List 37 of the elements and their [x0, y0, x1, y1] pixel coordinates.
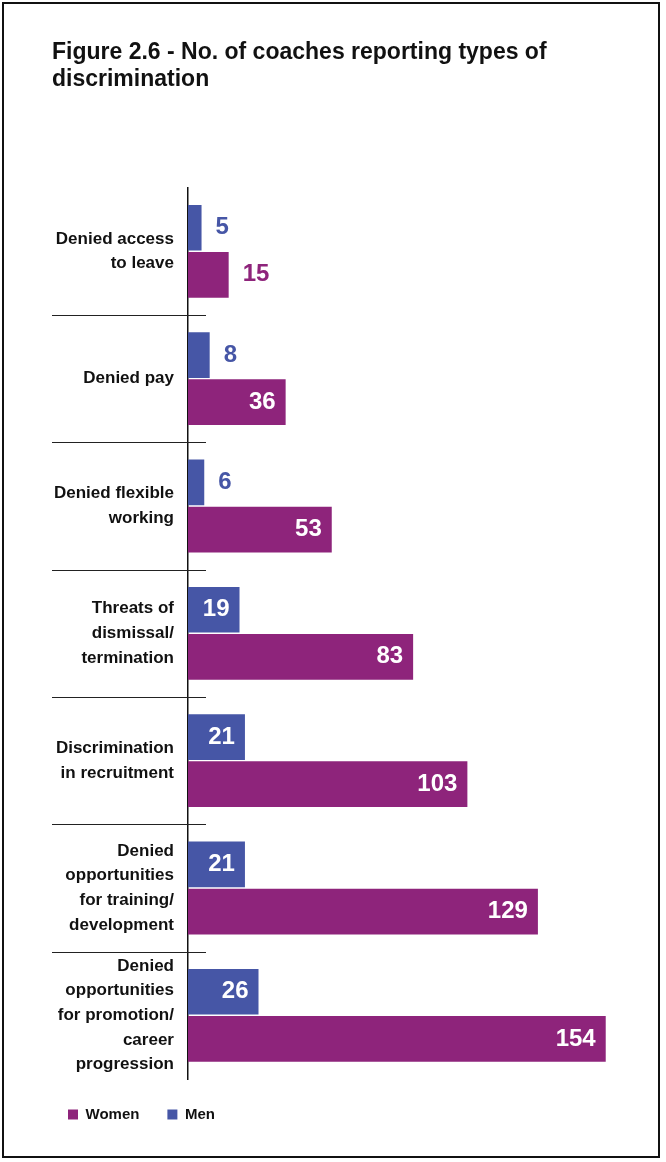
bar [187, 634, 414, 680]
y-tick-label: Denied opportunities for promotion/career progression [57, 955, 175, 1074]
bar [187, 714, 245, 760]
bar [187, 586, 240, 633]
bar [187, 252, 229, 298]
bar [187, 204, 202, 251]
data-label: 5 [215, 212, 229, 240]
bar [187, 459, 205, 506]
bar [187, 968, 259, 1015]
data-label: 6 [218, 467, 232, 495]
data-label: 26 [221, 976, 249, 1004]
y-tick-label: Discrimination in recruitment [55, 738, 175, 782]
data-label: 53 [295, 514, 322, 542]
y-tick-label: Denied opportunities for training/development [65, 840, 175, 934]
data-label: 21 [208, 849, 235, 877]
data-label: 83 [376, 641, 404, 669]
data-label: 21 [208, 721, 235, 749]
legend-label: Women [85, 1104, 140, 1122]
data-label: 36 [248, 386, 276, 414]
bar [187, 379, 286, 426]
data-label: 8 [223, 339, 238, 367]
bar [187, 761, 468, 808]
y-tick-label: Denied access to leave [55, 228, 174, 273]
y-tick-label: Denied flexible working [54, 483, 174, 527]
data-label: 129 [487, 896, 528, 924]
data-label: 103 [417, 768, 458, 796]
legend-label: Men [184, 1104, 215, 1122]
bar [187, 1016, 606, 1062]
data-label: 15 [242, 259, 270, 287]
bar [187, 888, 538, 935]
bar [187, 332, 210, 378]
data-label: 19 [202, 594, 230, 622]
y-tick-label: Denied pay [83, 368, 175, 388]
bar [187, 506, 332, 553]
chart-title: Figure 2.6 - No. of coaches reporting types of discrimination [52, 38, 548, 92]
data-label: 154 [555, 1023, 597, 1051]
y-tick-label: Threats of dismissal/termination [81, 598, 175, 667]
